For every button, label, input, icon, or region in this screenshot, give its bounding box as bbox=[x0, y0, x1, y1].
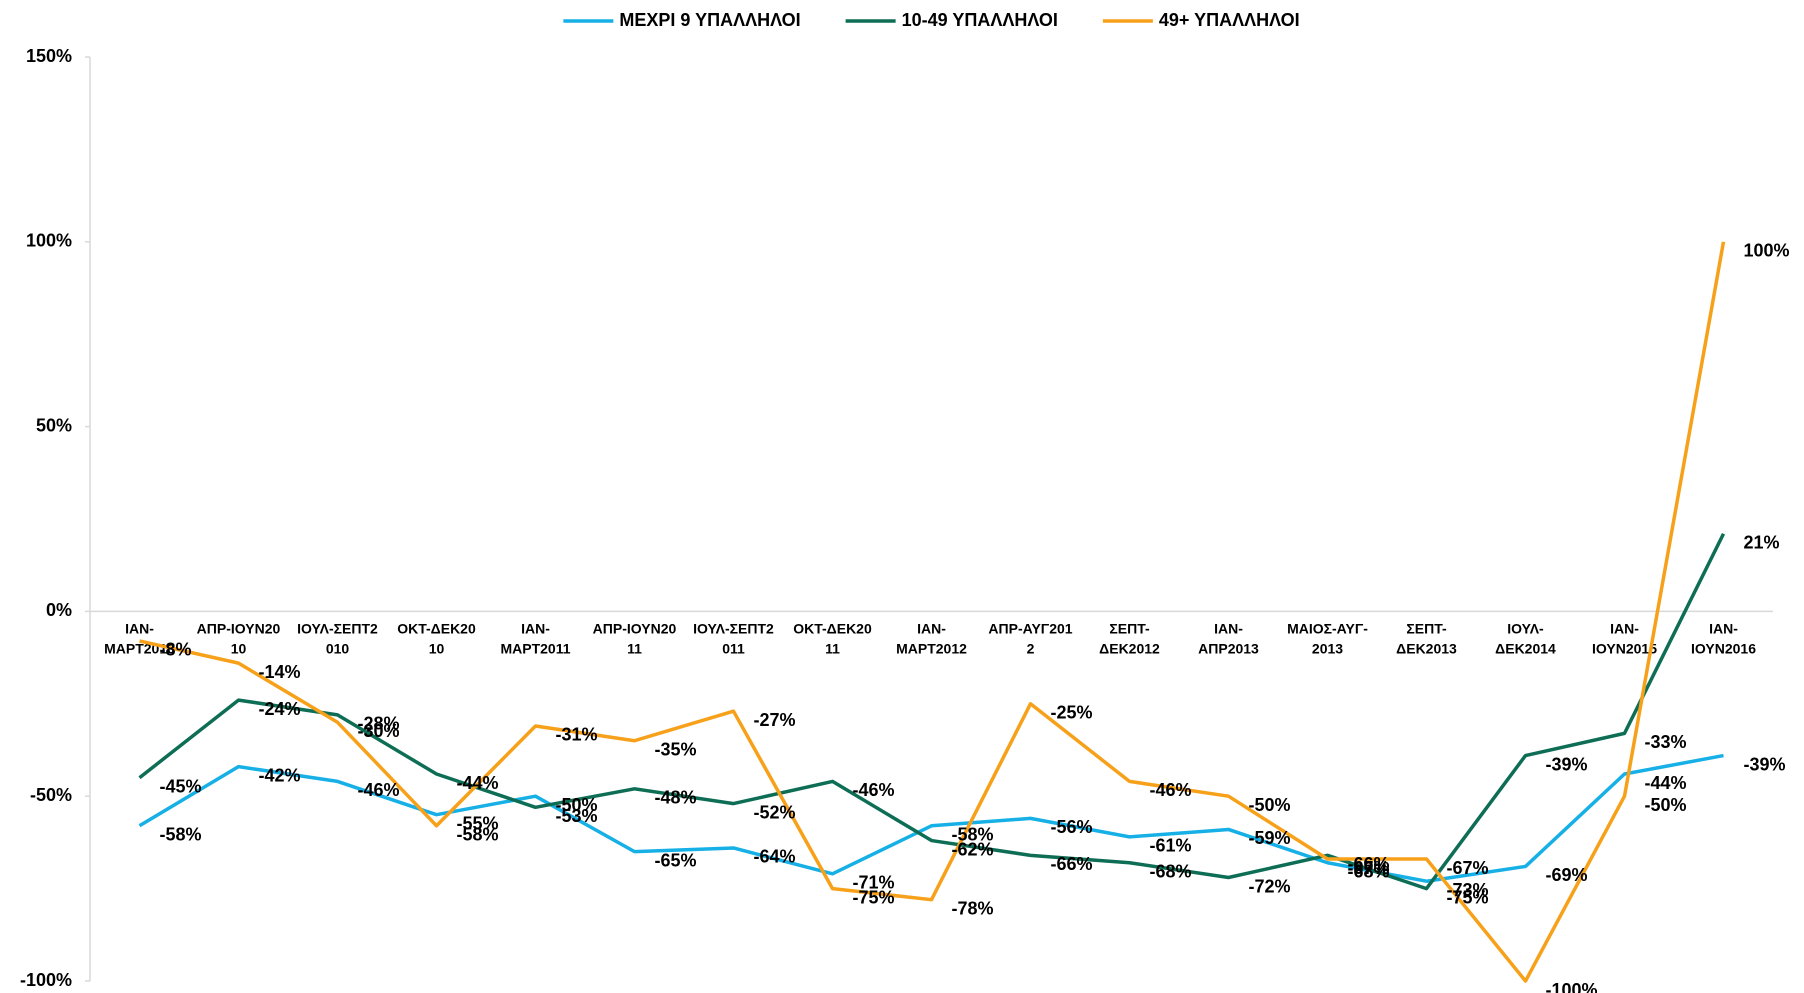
data-label: -69% bbox=[1546, 865, 1588, 885]
x-tick-label: ΑΠΡ-ΑΥΓ201 2 bbox=[988, 620, 1072, 656]
data-label: -55% bbox=[457, 813, 499, 833]
legend-label: ΜΕΧΡΙ 9 ΥΠΑΛΛΗΛΟΙ bbox=[619, 10, 800, 30]
data-label: -8% bbox=[160, 640, 192, 660]
data-label: -53% bbox=[556, 806, 598, 826]
y-tick-label: 150% bbox=[26, 46, 72, 66]
data-label: -46% bbox=[853, 780, 895, 800]
data-label: -27% bbox=[754, 710, 796, 730]
data-label: -73% bbox=[1447, 880, 1489, 900]
x-tick-label: ΟΚΤ-ΔΕΚ20 10 bbox=[397, 620, 476, 656]
x-tick-label: ΙΑΝ-ΜΑΡΤ2011 bbox=[500, 620, 570, 656]
data-label: 100% bbox=[1744, 241, 1790, 261]
data-label: -66% bbox=[1348, 854, 1390, 874]
x-tick-label: ΙΑΝ-ΙΟΥΝ2015 bbox=[1592, 620, 1657, 656]
series-line bbox=[138, 753, 1724, 883]
data-label: -68% bbox=[1150, 861, 1192, 881]
x-tick-label: ΙΟΥΛ-ΣΕΠΤ2 011 bbox=[693, 620, 774, 656]
legend-label: 49+ ΥΠΑΛΛΗΛΟΙ bbox=[1159, 10, 1300, 30]
data-label: -30% bbox=[358, 721, 400, 741]
legend-label: 10-49 ΥΠΑΛΛΗΛΟΙ bbox=[902, 10, 1058, 30]
y-tick-label: -50% bbox=[30, 785, 72, 805]
legend: ΜΕΧΡΙ 9 ΥΠΑΛΛΗΛΟΙ 10-49 ΥΠΑΛΛΗΛΟΙ 49+ ΥΠΑΛ… bbox=[563, 10, 1300, 30]
data-label: -71% bbox=[853, 873, 895, 893]
data-label: -50% bbox=[1645, 795, 1687, 815]
data-label: -58% bbox=[160, 825, 202, 845]
data-label: -56% bbox=[1051, 817, 1093, 837]
data-label: -67% bbox=[1348, 858, 1390, 878]
data-label: -31% bbox=[556, 725, 598, 745]
data-label: -42% bbox=[259, 765, 301, 785]
x-tick-label: ΙΟΥΛ-ΔΕΚ2014 bbox=[1495, 620, 1556, 656]
y-tick-label: -100% bbox=[20, 970, 72, 990]
data-label: -62% bbox=[952, 839, 994, 859]
data-label: -59% bbox=[1249, 828, 1291, 848]
data-label: -48% bbox=[655, 788, 697, 808]
data-label: -100% bbox=[1546, 980, 1598, 993]
data-label: -44% bbox=[1645, 773, 1687, 793]
x-tick-label: ΜΑΙΟΣ-ΑΥΓ-2013 bbox=[1287, 620, 1368, 656]
data-label: -39% bbox=[1744, 754, 1786, 774]
data-label: -52% bbox=[754, 802, 796, 822]
data-label: -67% bbox=[1447, 858, 1489, 878]
data-label: -61% bbox=[1150, 836, 1192, 856]
data-label: -58% bbox=[457, 825, 499, 845]
data-label: 21% bbox=[1744, 533, 1780, 553]
y-tick-label: 0% bbox=[46, 600, 72, 620]
data-label: -14% bbox=[259, 662, 301, 682]
series-line bbox=[139, 241, 1726, 983]
y-tick-label: 50% bbox=[36, 415, 72, 435]
data-label: -50% bbox=[1249, 795, 1291, 815]
data-label: -75% bbox=[1447, 887, 1489, 907]
x-tick-label: ΙΟΥΛ-ΣΕΠΤ2 010 bbox=[297, 620, 378, 656]
x-tick-label: ΑΠΡ-ΙΟΥΝ20 10 bbox=[197, 620, 281, 656]
data-label: -24% bbox=[259, 699, 301, 719]
data-label: -58% bbox=[952, 825, 994, 845]
series-line bbox=[138, 533, 1726, 891]
x-tick-label: ΑΠΡ-ΙΟΥΝ20 11 bbox=[593, 620, 677, 656]
x-tick-label: ΣΕΠΤ-ΔΕΚ2012 bbox=[1099, 620, 1160, 656]
data-label: -78% bbox=[952, 898, 994, 918]
data-label: -65% bbox=[655, 850, 697, 870]
data-label: -72% bbox=[1249, 876, 1291, 896]
data-label: -45% bbox=[160, 776, 202, 796]
x-tick-label: ΟΚΤ-ΔΕΚ20 11 bbox=[793, 620, 872, 656]
data-label: -25% bbox=[1051, 703, 1093, 723]
data-label: -44% bbox=[457, 773, 499, 793]
data-label: -35% bbox=[655, 740, 697, 760]
data-label: -28% bbox=[358, 714, 400, 734]
x-tick-label: ΣΕΠΤ-ΔΕΚ2013 bbox=[1396, 620, 1457, 656]
data-label: -75% bbox=[853, 887, 895, 907]
x-tick-label: ΙΑΝ-ΙΟΥΝ2016 bbox=[1691, 620, 1756, 656]
data-label: -68% bbox=[1348, 861, 1390, 881]
data-label: -64% bbox=[754, 847, 796, 867]
x-tick-label: ΙΑΝ-ΑΠΡ2013 bbox=[1198, 620, 1259, 656]
data-label: -39% bbox=[1546, 754, 1588, 774]
data-label: -50% bbox=[556, 795, 598, 815]
data-label: -33% bbox=[1645, 732, 1687, 752]
y-tick-label: 100% bbox=[26, 231, 72, 251]
x-tick-label: ΙΑΝ-ΜΑΡΤ2012 bbox=[896, 620, 967, 656]
data-label: -46% bbox=[1150, 780, 1192, 800]
data-label: -66% bbox=[1051, 854, 1093, 874]
data-label: -46% bbox=[358, 780, 400, 800]
